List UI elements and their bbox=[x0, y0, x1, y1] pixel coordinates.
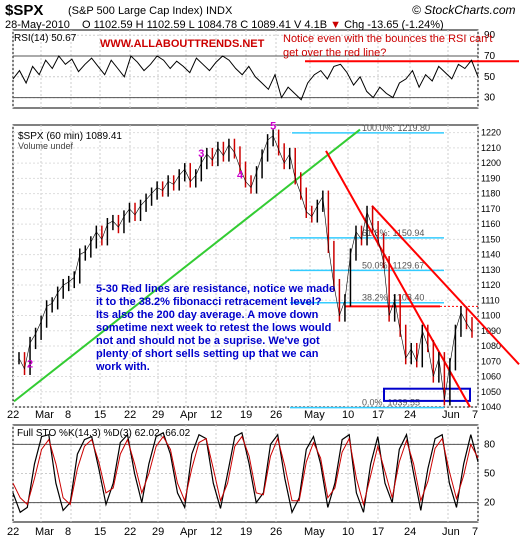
price-x-tick-label: 19 bbox=[240, 409, 252, 421]
price-tick-label: 1110 bbox=[481, 295, 500, 305]
price-tick-label: 1130 bbox=[481, 265, 500, 275]
chart-date: 28-May-2010 bbox=[5, 19, 70, 31]
price-x-tick-label: 29 bbox=[152, 409, 164, 421]
sto-x-tick-label: 8 bbox=[65, 526, 71, 538]
sto-x-tick-label: 26 bbox=[270, 526, 282, 538]
price-tick-label: 1060 bbox=[481, 372, 501, 382]
sto-tick-label: 20 bbox=[484, 498, 496, 509]
symbol-description: (S&P 500 Large Cap Index) INDX bbox=[68, 5, 233, 17]
sto-x-tick-label: 7 bbox=[472, 526, 478, 538]
price-x-tick-label: Apr bbox=[180, 409, 197, 421]
sto-x-tick-label: Jun bbox=[442, 526, 460, 538]
price-x-tick-label: 15 bbox=[94, 409, 106, 421]
sto-x-tick-label: 17 bbox=[372, 526, 384, 538]
wave-label: 5 bbox=[270, 121, 276, 133]
sto-x-tick-label: 24 bbox=[404, 526, 416, 538]
sto-x-tick-label: Mar bbox=[35, 526, 54, 538]
price-x-tick-label: 12 bbox=[210, 409, 222, 421]
price-x-tick-label: 7 bbox=[472, 409, 478, 421]
price-x-tick-label: Mar bbox=[35, 409, 54, 421]
support-box bbox=[383, 387, 471, 402]
ohlc-readout: O 1102.59 H 1102.59 L 1084.78 C 1089.41 … bbox=[82, 19, 444, 31]
resistance-line bbox=[371, 205, 520, 365]
price-tick-label: 1220 bbox=[481, 128, 501, 138]
fib-level-label: 0.0%: 1039.55 bbox=[362, 398, 420, 408]
price-tick-label: 1210 bbox=[481, 143, 501, 153]
sto-x-tick-label: 15 bbox=[94, 526, 106, 538]
price-x-tick-label: 17 bbox=[372, 409, 384, 421]
fib-level-label: 38.2%: 1108.40 bbox=[362, 293, 424, 303]
sto-tick-label: 50 bbox=[484, 469, 496, 480]
price-tick-label: 1040 bbox=[481, 402, 501, 412]
change-value: Chg -13.65 (-1.24%) bbox=[344, 19, 444, 31]
price-tick-label: 1050 bbox=[481, 387, 501, 397]
sto-tick-label: 80 bbox=[484, 439, 496, 450]
stockcharts-logo: © StockCharts.com bbox=[412, 3, 516, 17]
price-tick-label: 1120 bbox=[481, 280, 500, 290]
price-tick-label: 1090 bbox=[481, 326, 501, 336]
price-tick-label: 1200 bbox=[481, 158, 501, 168]
price-tick-label: 1160 bbox=[481, 219, 500, 229]
sto-d-line bbox=[12, 435, 479, 507]
rsi-tick-label: 90 bbox=[484, 30, 496, 41]
sto-x-tick-label: May bbox=[304, 526, 325, 538]
price-tick-label: 1070 bbox=[481, 356, 501, 366]
symbol-title: $SPX bbox=[5, 2, 44, 19]
site-watermark: WWW.ALLABOUTTRENDS.NET bbox=[100, 38, 265, 50]
analysis-note: 5-30 Red lines are resistance, notice we… bbox=[96, 283, 336, 373]
wave-label: 3 bbox=[198, 148, 204, 160]
ohlc-values: O 1102.59 H 1102.59 L 1084.78 C 1089.41 … bbox=[82, 19, 328, 31]
price-tick-label: 1180 bbox=[481, 189, 500, 199]
rsi-tick-label: 50 bbox=[484, 72, 496, 83]
volume-label: Volume undef bbox=[18, 141, 74, 151]
rsi-tick-label: 70 bbox=[484, 51, 496, 62]
price-x-tick-label: 26 bbox=[270, 409, 282, 421]
fib-level-label: 100.0%: 1219.80 bbox=[362, 123, 430, 133]
sto-x-tick-label: Apr bbox=[180, 526, 197, 538]
sto-x-tick-label: 22 bbox=[124, 526, 136, 538]
stochastic-panel-label: Full STO %K(14,3) %D(3) 62.02, 66.02 bbox=[17, 428, 191, 439]
price-tick-label: 1140 bbox=[481, 250, 500, 260]
wave-label: 2 bbox=[27, 358, 33, 370]
sto-x-tick-label: 29 bbox=[152, 526, 164, 538]
rsi-tick-label: 30 bbox=[484, 93, 496, 104]
trend-support-line bbox=[13, 128, 361, 403]
wave-label: 4 bbox=[237, 169, 244, 181]
price-x-tick-label: 8 bbox=[65, 409, 71, 421]
fib-level-label: 50.0%: 1129.67 bbox=[362, 260, 424, 270]
price-x-tick-label: 24 bbox=[404, 409, 416, 421]
price-tick-label: 1100 bbox=[481, 311, 500, 321]
price-tick-label: 1190 bbox=[481, 173, 500, 183]
fib-level-label: 61.8%: 1150.94 bbox=[362, 228, 424, 238]
change-arrow-icon: ▼ bbox=[330, 19, 341, 31]
price-tick-label: 1150 bbox=[481, 234, 500, 244]
price-panel-label: $SPX (60 min) 1089.41 bbox=[18, 131, 122, 142]
price-x-tick-label: 22 bbox=[7, 409, 19, 421]
resistance-line bbox=[325, 150, 471, 408]
sto-x-tick-label: 10 bbox=[342, 526, 354, 538]
rsi-panel-label: RSI(14) 50.67 bbox=[14, 33, 77, 44]
sto-k-line bbox=[12, 431, 479, 515]
price-close-line bbox=[18, 135, 473, 400]
sto-x-tick-label: 19 bbox=[240, 526, 252, 538]
price-x-tick-label: Jun bbox=[442, 409, 460, 421]
price-x-tick-label: May bbox=[304, 409, 325, 421]
rsi-note: Notice even with the bounces the RSI can… bbox=[283, 33, 493, 59]
price-tick-label: 1170 bbox=[481, 204, 500, 214]
sto-x-tick-label: 12 bbox=[210, 526, 222, 538]
price-x-tick-label: 22 bbox=[124, 409, 136, 421]
price-tick-label: 1080 bbox=[481, 341, 501, 351]
sto-x-tick-label: 22 bbox=[7, 526, 19, 538]
rsi-series-line bbox=[12, 55, 479, 101]
price-x-tick-label: 10 bbox=[342, 409, 354, 421]
